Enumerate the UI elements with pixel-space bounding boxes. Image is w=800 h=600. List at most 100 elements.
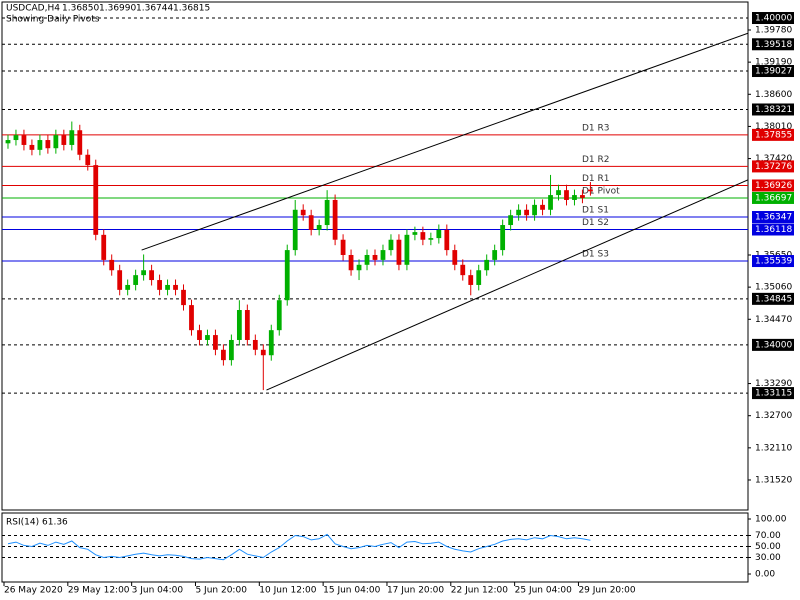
pivot-box — [752, 223, 794, 236]
pivot-box — [752, 128, 794, 141]
candle-body — [252, 339, 258, 350]
hline-label: 1.34845 — [755, 294, 792, 304]
pivot-label: 1.36926 — [755, 181, 792, 191]
rsi-tick-label: 70.00 — [755, 531, 781, 541]
candle-body — [197, 330, 202, 340]
y-tick-label: 1.33290 — [755, 379, 792, 389]
candle-body — [308, 215, 314, 230]
candle-body — [13, 135, 19, 141]
candle-body — [276, 300, 282, 331]
hline-label: 1.33115 — [755, 389, 792, 399]
candle-body — [268, 330, 274, 356]
candle-body — [484, 259, 490, 271]
candle-body — [340, 239, 346, 255]
x-tick-label: 29 May 12:00 — [68, 586, 130, 596]
quote-value: 1.36744 — [136, 4, 173, 14]
x-tick-label: 3 Jun 04:00 — [132, 586, 184, 596]
x-tick-label: 22 Jun 12:00 — [451, 586, 508, 596]
candle-body — [540, 204, 545, 210]
pivot-label: 1.37855 — [755, 130, 792, 140]
candle-body — [228, 339, 234, 361]
hline-box — [752, 65, 794, 78]
y-tick-label: 1.39780 — [755, 26, 792, 36]
rsi-title: RSI(14) — [6, 518, 39, 528]
pivot-box — [752, 211, 794, 224]
candle-body — [524, 209, 529, 216]
candle-body — [181, 289, 186, 306]
candle-body — [388, 239, 394, 251]
candle-body — [508, 215, 514, 226]
candle-body — [284, 250, 290, 301]
hline-box — [752, 387, 794, 400]
candle-body — [532, 204, 537, 216]
quote-value: 1.36850 — [62, 4, 99, 14]
candle-body — [564, 190, 569, 200]
candle-body — [93, 165, 99, 235]
rsi-tick-label: 100.00 — [755, 515, 787, 525]
x-tick-label: 15 Jun 04:00 — [323, 586, 380, 596]
y-tick-label: 1.34470 — [755, 315, 792, 325]
axis-layer: 1.397801.391901.386001.380101.374201.356… — [3, 12, 794, 596]
rsi-line — [7, 533, 591, 561]
rsi-layer — [2, 533, 748, 561]
candle-body — [468, 275, 474, 285]
candle-body — [244, 310, 250, 340]
quote-value: 1.36990 — [99, 4, 136, 14]
candle-body — [125, 284, 131, 290]
candle-body — [101, 234, 107, 260]
rsi-tick-label: 30.00 — [755, 553, 781, 563]
x-tick-label: 29 Jun 20:00 — [578, 586, 635, 596]
candle-body — [61, 135, 67, 145]
pivot-label: 1.36347 — [755, 213, 792, 223]
candles-layer — [5, 32, 748, 391]
rsi-tick-label: 50.00 — [755, 542, 781, 552]
candle-body — [436, 229, 442, 239]
hline-box — [752, 292, 794, 305]
candle-body — [460, 264, 466, 276]
levels-layer: D1 R3 D1 R2 D1 R1 D1 Pivot D1 S1 D1 S2 D1 S3 — [2, 17, 748, 394]
pivot-name: D1 S1 — [582, 206, 609, 216]
pivot-label: 1.35539 — [755, 257, 792, 267]
candle-body — [572, 195, 577, 200]
pivot-name: D1 S2 — [582, 218, 609, 228]
pivot-box — [752, 160, 794, 173]
candle-body — [221, 349, 226, 361]
y-tick-label: 1.32110 — [755, 443, 792, 453]
candle-body — [77, 130, 83, 155]
hline-box — [752, 103, 794, 116]
candle-body — [85, 154, 91, 166]
x-tick-label: 10 Jun 12:00 — [259, 586, 316, 596]
candle-body — [444, 229, 450, 251]
candle-body — [300, 209, 306, 216]
candle-body — [21, 135, 27, 145]
candle-body — [500, 225, 506, 251]
hline-label: 1.34000 — [755, 340, 792, 350]
candle-body — [69, 130, 75, 145]
candle-body — [420, 232, 426, 240]
candle-body — [5, 140, 11, 144]
candle-body — [516, 209, 522, 216]
hline-box — [752, 338, 794, 351]
pivot-box — [752, 179, 794, 192]
candle-body — [412, 232, 418, 235]
rsi-value: 61.36 — [42, 518, 68, 528]
y-tick-label: 1.32700 — [755, 411, 792, 421]
candle-body — [53, 135, 59, 149]
pivot-name: D1 R2 — [582, 155, 610, 165]
candle-body — [149, 270, 154, 281]
price-panel — [1, 1, 749, 511]
hline-label: 1.39518 — [755, 40, 792, 50]
candle-body — [548, 195, 553, 210]
pivot-name: D1 Pivot — [582, 186, 620, 196]
candle-body — [189, 305, 194, 331]
candle-body — [380, 250, 386, 260]
quote-value: 1.36815 — [173, 4, 210, 14]
y-tick-label: 1.38010 — [755, 122, 792, 132]
rsi-panel — [1, 512, 749, 583]
candle-body — [428, 238, 434, 240]
candle-body — [476, 270, 482, 285]
rsi-tick-label: 0.00 — [755, 570, 775, 580]
candle-body — [45, 140, 51, 149]
candle-body — [37, 140, 43, 150]
hline-label: 1.40000 — [755, 14, 792, 24]
